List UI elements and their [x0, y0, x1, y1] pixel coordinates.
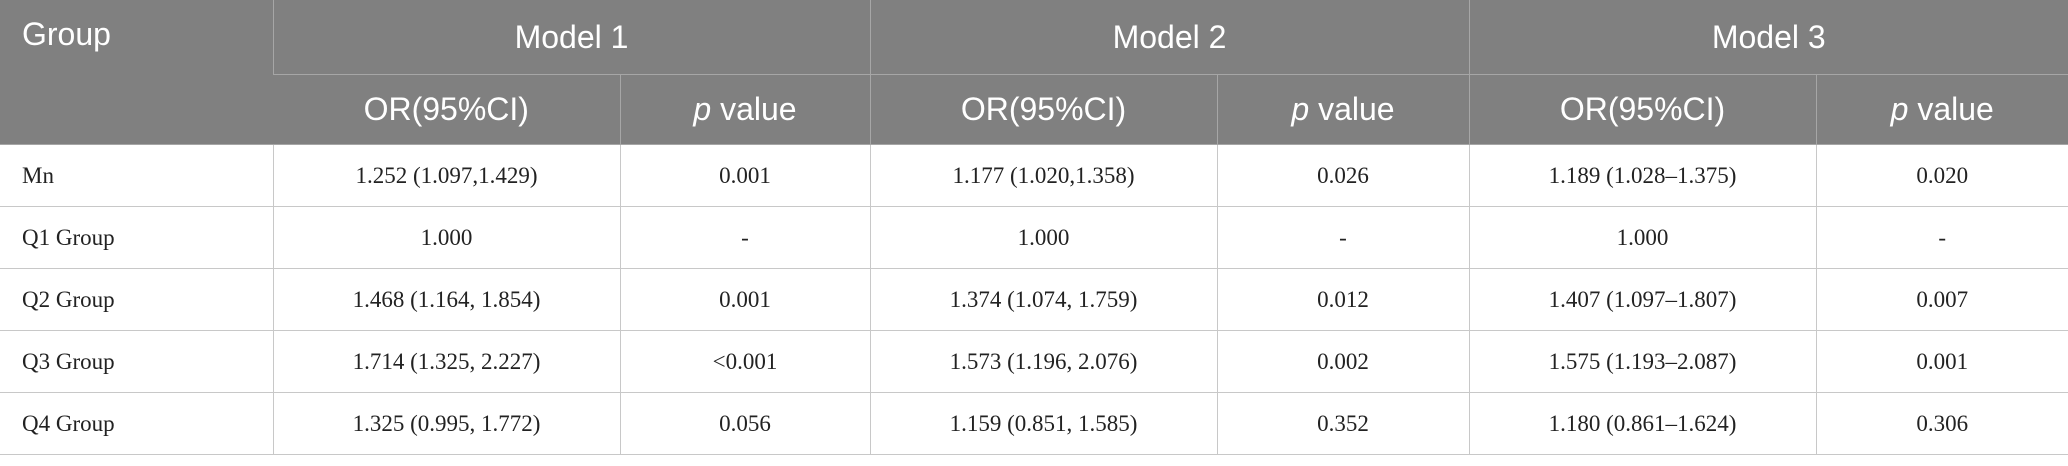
p-italic: p [1291, 91, 1310, 127]
cell: 1.468 (1.164, 1.854) [272, 268, 621, 331]
cell: 0.001 [1815, 330, 2068, 393]
cell: 1.374 (1.074, 1.759) [869, 268, 1218, 331]
p-italic: p [1890, 91, 1909, 127]
cell: 0.306 [1815, 392, 2068, 455]
cell: 0.001 [619, 268, 871, 331]
cell: 1.714 (1.325, 2.227) [272, 330, 621, 393]
row-label: Q1 Group [0, 206, 274, 269]
cell: - [1815, 206, 2068, 269]
data-row: Q4 Group 1.325 (0.995, 1.772) 0.056 1.159 (… [0, 392, 2068, 455]
or-header: OR(95%CI) [273, 74, 620, 145]
row-label: Q3 Group [0, 330, 274, 393]
cell: 1.252 (1.097,1.429) [272, 144, 621, 207]
p-header: p value [619, 74, 870, 145]
data-row: Q2 Group 1.468 (1.164, 1.854) 0.001 1.374 (… [0, 268, 2068, 331]
p-rest: value [1309, 91, 1395, 127]
p-header: p value [1216, 74, 1469, 145]
or-header: OR(95%CI) [1468, 74, 1816, 145]
data-row: Q3 Group 1.714 (1.325, 2.227) <0.001 1.573 … [0, 330, 2068, 393]
cell: - [619, 206, 871, 269]
cell: 1.180 (0.861–1.624) [1468, 392, 1817, 455]
cell: 1.000 [1468, 206, 1817, 269]
cell: 1.407 (1.097–1.807) [1468, 268, 1817, 331]
cell: 1.000 [272, 206, 621, 269]
model-header: Model 3 [1468, 0, 2068, 75]
group-header: Group [0, 0, 273, 145]
cell: 1.575 (1.193–2.087) [1468, 330, 1817, 393]
p-rest: value [711, 91, 797, 127]
cell: 0.012 [1216, 268, 1470, 331]
model-header: Model 2 [869, 0, 1469, 75]
data-row: Q1 Group 1.000-1.000-1.000- [0, 206, 2068, 269]
cell: 0.002 [1216, 330, 1470, 393]
cell: 0.352 [1216, 392, 1470, 455]
or-header: OR(95%CI) [869, 74, 1217, 145]
p-italic: p [693, 91, 712, 127]
cell: 0.001 [619, 144, 871, 207]
cell: 1.325 (0.995, 1.772) [272, 392, 621, 455]
row-label: Mn [0, 144, 274, 207]
cell: 1.159 (0.851, 1.585) [869, 392, 1218, 455]
data-row: Mn 1.252 (1.097,1.429) 0.001 1.177 (1.020,1… [0, 144, 2068, 207]
p-rest: value [1908, 91, 1994, 127]
cell: - [1216, 206, 1470, 269]
p-header: p value [1815, 74, 2068, 145]
cell: 1.000 [869, 206, 1218, 269]
cell: 0.007 [1815, 268, 2068, 331]
row-label: Q4 Group [0, 392, 274, 455]
cell: <0.001 [619, 330, 871, 393]
cell: 0.026 [1216, 144, 1470, 207]
results-table: Group Model 1 Model 2 Model 3 OR(95%CI) p va… [0, 0, 2068, 455]
cell: 0.056 [619, 392, 871, 455]
cell: 0.020 [1815, 144, 2068, 207]
row-label: Q2 Group [0, 268, 274, 331]
model-header: Model 1 [272, 0, 870, 75]
cell: 1.177 (1.020,1.358) [869, 144, 1218, 207]
cell: 1.573 (1.196, 2.076) [869, 330, 1218, 393]
cell: 1.189 (1.028–1.375) [1468, 144, 1817, 207]
